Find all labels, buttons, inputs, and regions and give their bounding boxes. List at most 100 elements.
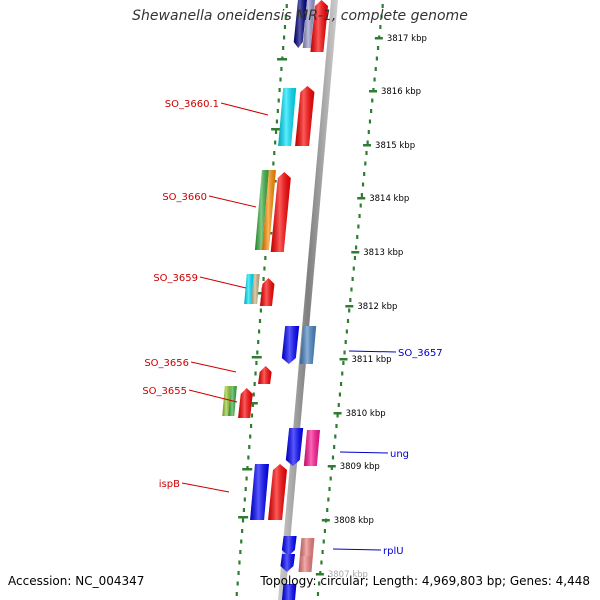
kbp-tick-label: 3808 kbp <box>334 516 374 526</box>
track-dot <box>272 161 275 166</box>
track-dot <box>251 403 254 407</box>
kbp-tick-mark <box>357 197 366 200</box>
track-dot <box>285 4 288 8</box>
track-dash <box>247 402 258 405</box>
track-dot <box>379 25 382 29</box>
track-dot <box>380 14 383 19</box>
gene-leader-line <box>181 482 230 493</box>
kbp-tick-mark <box>327 465 336 468</box>
track-dot <box>280 67 283 71</box>
gene-leader-line <box>332 548 382 551</box>
kbp-tick-label: 3812 kbp <box>357 302 397 312</box>
track-dot <box>236 581 239 586</box>
track-dot <box>368 119 372 124</box>
track-dot <box>284 14 287 19</box>
kbp-tick-mark <box>363 144 372 147</box>
gene-label-layer: SO_3660.1 SO_3660 SO_3659 SO_3656 SO_3655isp… <box>142 99 442 557</box>
kbp-tick-label: 3809 kbp <box>340 462 380 472</box>
track-dot <box>276 109 279 113</box>
track-dot <box>238 560 241 565</box>
track-dot <box>278 88 281 92</box>
track-dot <box>235 592 238 596</box>
gene-feature-shading <box>222 386 231 416</box>
kbp-tick-mark <box>374 37 383 40</box>
kbp-tick-label: 3811 kbp <box>352 355 392 365</box>
track-dot <box>333 445 336 449</box>
track-dot <box>375 56 378 61</box>
gene-feature-shading <box>285 428 304 466</box>
track-dot <box>282 35 286 40</box>
track-dot <box>374 67 377 71</box>
track-dot <box>367 130 370 134</box>
gene-leader-line <box>208 195 257 208</box>
gene-leader-line <box>220 102 269 116</box>
gene-feature-shading <box>281 326 300 364</box>
track-dash <box>271 128 282 131</box>
kbp-tick-mark <box>345 305 354 308</box>
track-dot <box>360 193 363 197</box>
accession-text: Accession: NC_004347 <box>8 574 145 588</box>
track-dot <box>376 46 380 50</box>
gene-feature-shading <box>251 274 260 304</box>
track-dot <box>273 151 276 155</box>
track-dot <box>264 256 267 260</box>
gene-feature-shading <box>238 388 253 418</box>
track-dot <box>242 508 246 512</box>
gene-label-left: SO_3659 <box>153 273 198 284</box>
track-dot <box>240 539 243 544</box>
track-dot <box>381 4 384 8</box>
track-dot <box>329 476 332 481</box>
track-dot <box>257 329 261 334</box>
kbp-tick-label: 3816 kbp <box>381 87 421 97</box>
track-dot <box>255 361 258 365</box>
gene-feature-shading <box>310 0 328 52</box>
track-dot <box>257 340 260 344</box>
track-dot <box>343 350 346 355</box>
track-dot <box>321 550 324 554</box>
track-dot <box>243 497 246 502</box>
track-dot <box>244 487 247 491</box>
track-dot <box>263 266 266 271</box>
kbp-tick-label: 3817 kbp <box>387 34 427 44</box>
track-dot <box>358 214 361 218</box>
gene-feature-shading <box>281 536 297 556</box>
gene-label-left: SO_3660.1 <box>165 99 219 110</box>
track-dot <box>331 455 335 460</box>
track-dot <box>345 329 348 334</box>
track-dot <box>327 497 330 502</box>
track-dot <box>283 25 287 29</box>
gene-feature-shading <box>293 0 307 48</box>
track-dot <box>252 392 255 397</box>
gene-feature-shading <box>250 464 270 520</box>
topology-text: Topology: circular; Length: 4,969,803 bp… <box>260 574 590 588</box>
track-dot <box>248 445 251 449</box>
gene-feature-shading <box>299 538 315 556</box>
track-dot <box>256 350 259 355</box>
track-dot <box>337 403 340 407</box>
track-dot <box>352 266 355 271</box>
track-dot <box>351 277 354 281</box>
track-dot <box>370 109 373 113</box>
track-dot <box>250 413 254 418</box>
track-dash <box>242 468 253 471</box>
track-dot <box>334 434 337 439</box>
track-dot <box>359 203 362 208</box>
track-dash <box>238 516 249 519</box>
track-dot <box>326 508 329 512</box>
track-dot <box>320 560 323 565</box>
gene-leader-line <box>199 276 247 289</box>
track-dot <box>249 434 252 439</box>
gene-label-left: SO_3655 <box>142 386 187 397</box>
track-dot <box>348 308 351 313</box>
gene-feature-shading <box>244 274 254 304</box>
track-dot <box>323 529 327 533</box>
track-dot <box>361 182 365 187</box>
track-dot <box>349 298 352 302</box>
gene-feature-shading <box>280 554 296 572</box>
track-dot <box>350 287 353 292</box>
kbp-tick-label: 3814 kbp <box>369 194 409 204</box>
track-dot <box>274 140 277 145</box>
gene-feature-shading <box>282 584 297 600</box>
gene-leader-line <box>188 389 238 403</box>
